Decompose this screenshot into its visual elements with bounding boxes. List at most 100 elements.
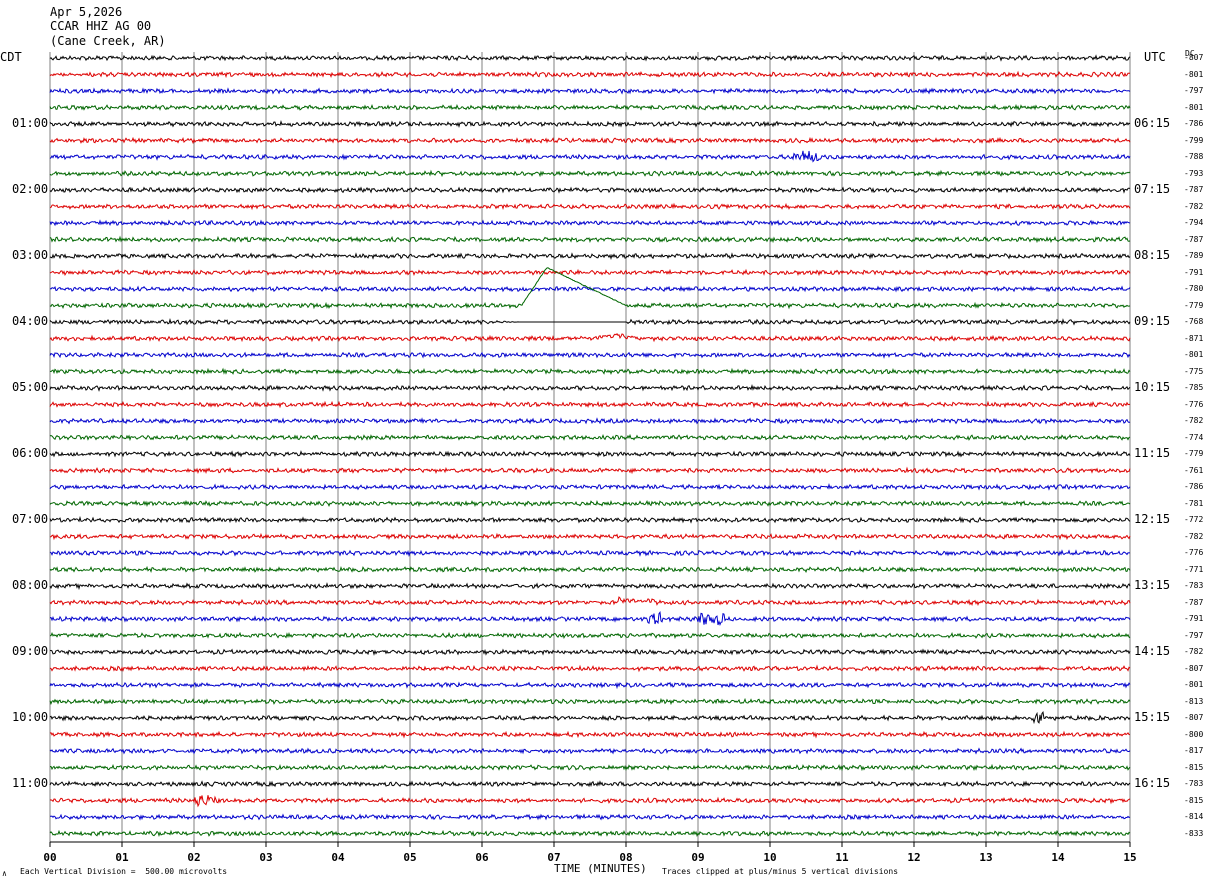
dc-offset-label: -785 xyxy=(1184,383,1204,392)
dc-offset-label: -807 xyxy=(1184,713,1204,722)
x-tick-label: 11 xyxy=(835,851,849,864)
dc-offset-label: -788 xyxy=(1184,152,1204,161)
x-tick-label: 12 xyxy=(907,851,920,864)
x-tick-label: 01 xyxy=(115,851,129,864)
trace-line xyxy=(49,532,1131,541)
utc-hour-label: 06:15 xyxy=(1134,116,1171,130)
local-hour-label: 06:00 xyxy=(12,446,49,460)
dc-offset-label: -779 xyxy=(1184,300,1204,310)
trace-line xyxy=(49,596,1131,607)
dc-offset-label: -791 xyxy=(1184,614,1204,623)
dc-offset-label: -782 xyxy=(1184,416,1204,425)
utc-timezone-label: UTC xyxy=(1144,50,1166,64)
clip-note: Traces clipped at plus/minus 5 vertical … xyxy=(662,867,899,876)
utc-hour-label: 07:15 xyxy=(1134,182,1171,196)
trace-line xyxy=(49,87,1131,95)
dc-offset-label: -782 xyxy=(1184,531,1204,541)
x-tick-label: 04 xyxy=(331,851,345,864)
dc-offset-label: -776 xyxy=(1184,548,1204,557)
dc-offset-label: -781 xyxy=(1184,498,1204,508)
scale-note: Each Vertical Division = 500.00 microvol… xyxy=(20,867,228,876)
dc-offset-label: -761 xyxy=(1184,465,1204,475)
trace-line xyxy=(49,664,1131,673)
dc-offset-label: -791 xyxy=(1184,267,1204,277)
trace-line xyxy=(49,169,1131,178)
dc-offset-label: -799 xyxy=(1184,135,1204,145)
local-hour-label: 05:00 xyxy=(12,380,49,394)
trace-line xyxy=(49,515,1131,524)
trace-line xyxy=(49,648,1131,656)
trace-line xyxy=(49,417,1131,425)
trace-line xyxy=(49,730,1131,739)
dc-offset-label: -768 xyxy=(1184,317,1204,326)
trace-line xyxy=(49,433,1131,442)
trace-line xyxy=(49,235,1131,244)
dc-offset-label: -789 xyxy=(1184,251,1204,260)
date-label: Apr 5,2026 xyxy=(50,5,123,19)
x-axis-title: TIME (MINUTES) xyxy=(554,862,647,875)
dc-offset-label: -801 xyxy=(1184,350,1204,359)
trace-line xyxy=(49,268,1131,277)
trace-line xyxy=(49,747,1131,755)
dc-offset-label: -774 xyxy=(1184,432,1204,442)
utc-hour-label: 10:15 xyxy=(1134,380,1171,394)
trace-line xyxy=(49,710,1131,725)
dc-offset-label: -783 xyxy=(1184,779,1204,788)
dc-offset-label: -833 xyxy=(1184,828,1204,838)
dc-offset-label: -871 xyxy=(1184,333,1204,343)
trace-line xyxy=(49,267,1131,310)
dc-offset-label: -800 xyxy=(1184,729,1204,739)
dc-offset-label: -814 xyxy=(1184,812,1204,821)
trace-line xyxy=(49,549,1131,558)
dc-offset-label: -775 xyxy=(1184,366,1204,376)
trace-line xyxy=(49,70,1131,79)
dc-offset-label: -815 xyxy=(1184,762,1204,772)
x-tick-label: 09 xyxy=(691,851,704,864)
trace-line xyxy=(49,120,1131,128)
trace-line xyxy=(49,285,1131,293)
dc-header-label: DC xyxy=(1185,49,1195,58)
trace-line xyxy=(49,763,1131,772)
dc-offset-label: -776 xyxy=(1184,399,1204,409)
seismic-traces xyxy=(49,54,1131,838)
trace-line xyxy=(49,450,1131,458)
x-tick-label: 00 xyxy=(43,851,56,864)
dc-offset-label: -817 xyxy=(1184,746,1204,755)
trace-line xyxy=(49,631,1131,640)
x-tick-label: 05 xyxy=(403,851,416,864)
trace-line xyxy=(49,582,1131,591)
utc-hour-label: 14:15 xyxy=(1134,644,1171,658)
trace-line xyxy=(49,333,1131,343)
dc-offset-label: -815 xyxy=(1184,795,1204,805)
trace-line xyxy=(49,466,1131,475)
trace-line xyxy=(49,499,1131,508)
trace-line xyxy=(49,186,1131,194)
trace-line xyxy=(50,813,1131,821)
dc-offset-label: -794 xyxy=(1184,218,1204,227)
trace-line xyxy=(49,252,1131,260)
dc-offset-label: -797 xyxy=(1184,630,1204,640)
trace-line xyxy=(49,610,1131,627)
x-tick-label: 10 xyxy=(763,851,776,864)
dc-offset-label: -782 xyxy=(1184,647,1204,656)
x-tick-label: 06 xyxy=(475,851,489,864)
trace-line xyxy=(49,681,1131,690)
dc-offset-label: -787 xyxy=(1184,234,1204,244)
local-hour-label: 11:00 xyxy=(12,776,49,790)
dc-offset-label: -786 xyxy=(1184,482,1204,491)
utc-hour-label: 15:15 xyxy=(1134,710,1171,724)
dc-offset-label: -801 xyxy=(1184,69,1204,79)
utc-hour-label: 12:15 xyxy=(1134,512,1171,526)
dc-offset-label: -813 xyxy=(1184,696,1204,706)
dc-offset-label: -801 xyxy=(1184,102,1204,112)
dc-offset-label: -783 xyxy=(1184,581,1204,590)
utc-hour-label: 16:15 xyxy=(1134,776,1171,790)
dc-offset-label: -772 xyxy=(1184,515,1204,524)
local-hour-label: 04:00 xyxy=(12,314,49,328)
utc-hour-label: 08:15 xyxy=(1134,248,1171,262)
dc-offset-label: -782 xyxy=(1184,201,1204,211)
trace-line xyxy=(49,54,1131,62)
trace-line xyxy=(49,384,1131,392)
dc-offset-label: -787 xyxy=(1184,185,1204,194)
